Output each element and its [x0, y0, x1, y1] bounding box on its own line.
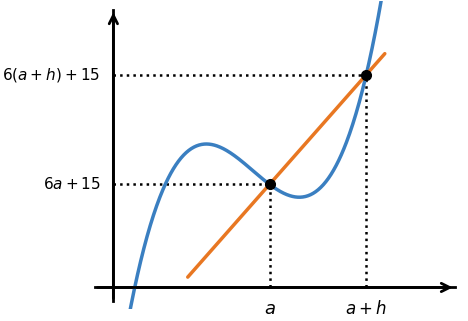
Text: $6a + 15$: $6a + 15$ [43, 176, 100, 192]
Text: $a$: $a$ [263, 300, 276, 318]
Text: $6(a + h) + 15$: $6(a + h) + 15$ [2, 66, 100, 84]
Text: $a+h$: $a+h$ [345, 300, 387, 318]
